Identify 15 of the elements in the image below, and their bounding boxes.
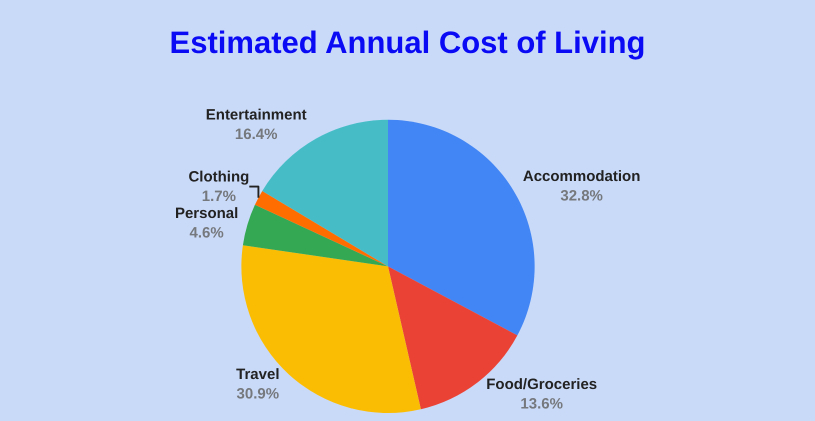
data-label: 16.4% xyxy=(234,126,278,144)
data-label: 13.6% xyxy=(520,396,563,413)
chart-title: Estimated Annual Cost of Living xyxy=(170,24,646,60)
slice-label: Food/Groceries xyxy=(486,376,598,394)
slice-label: Entertainment xyxy=(206,106,307,124)
data-label: 1.7% xyxy=(202,188,236,205)
data-label: 30.9% xyxy=(236,385,280,402)
data-label: 4.6% xyxy=(190,224,224,242)
slice-label: Accommodation xyxy=(522,168,640,185)
pie-slice xyxy=(254,190,388,266)
slice-label: Clothing xyxy=(188,168,250,186)
pie-slice xyxy=(242,204,388,266)
slice-label: Travel xyxy=(236,366,280,383)
slice-label: Personal xyxy=(174,204,238,222)
data-label: 32.8% xyxy=(560,187,603,204)
